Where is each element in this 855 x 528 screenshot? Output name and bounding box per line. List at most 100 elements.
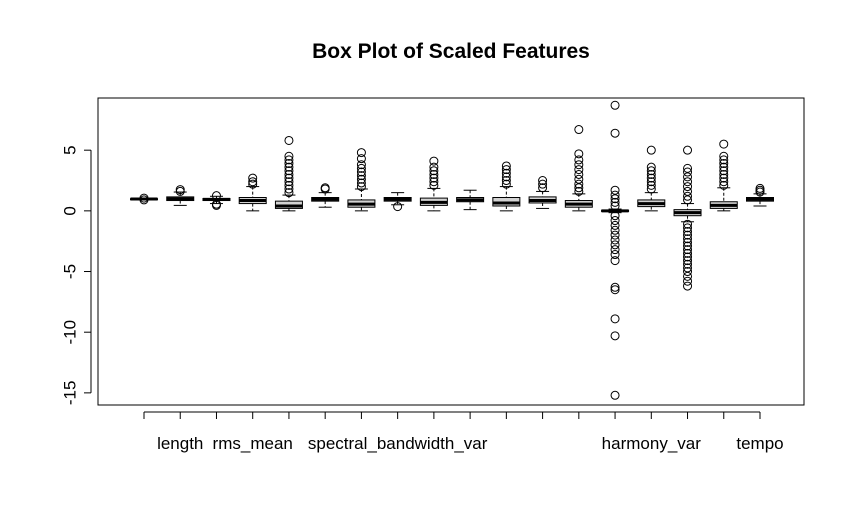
outlier-point [284,180,294,190]
outlier-point [610,128,620,138]
outlier-point [610,197,620,207]
x-tick-label: spectral_bandwidth_var [308,434,488,453]
outlier-point [429,180,439,190]
outlier-point [284,173,294,183]
box-10 [456,189,485,211]
outlier-point [683,145,693,155]
outlier-point [683,177,693,187]
y-tick-label: -5 [60,264,79,279]
chart-title: Box Plot of Scaled Features [312,40,590,63]
outlier-point [356,182,366,192]
x-tick-label: tempo [736,434,783,453]
plot-frame [97,97,805,406]
outlier-point [429,156,439,166]
outlier-point [501,161,511,171]
outlier-point [284,184,294,194]
boxes-group [130,100,774,400]
outlier-point [284,188,294,198]
outlier-point [646,145,656,155]
outlier-point [139,193,149,203]
outlier-point [719,169,729,179]
outlier-point [646,184,656,194]
box-15 [637,145,666,212]
outlier-point [646,177,656,187]
box-6 [311,183,340,208]
outlier-point [646,180,656,190]
outlier-point [429,162,439,172]
outlier-point [284,166,294,176]
box-5 [274,135,303,212]
box-14 [601,100,630,400]
outlier-point [284,159,294,169]
outlier-point [574,149,584,159]
x-tick-label: harmony_var [602,434,702,453]
outlier-point [610,390,620,400]
outlier-point [683,245,693,255]
outlier-point [610,211,620,221]
y-axis: 5 0 -5 -10 -15 [60,145,92,405]
outlier-point [719,166,729,176]
outlier-point [284,151,294,161]
box-12 [528,176,557,209]
outlier-point [646,162,656,172]
outlier-point [538,183,548,193]
outlier-point [538,176,548,186]
box-11 [492,161,521,212]
outlier-point [610,216,620,226]
x-axis: length rms_mean spectral_bandwidth_var harm… [143,411,784,453]
outlier-point [755,183,765,193]
outlier-point [683,281,693,291]
outlier-point [501,168,511,178]
outlier-point [356,148,366,158]
outlier-point [683,182,693,192]
outlier-point [284,169,294,179]
y-tick-label: -10 [60,320,79,345]
box-4 [238,173,267,212]
outlier-point [574,165,584,175]
box-16 [673,145,702,291]
outlier-point [574,160,584,170]
outlier-point [683,271,693,281]
outlier-point [538,179,548,189]
outlier-point [356,167,366,177]
outlier-point [719,139,729,149]
outlier-point [683,186,693,196]
outlier-point [719,180,729,190]
outlier-point [683,237,693,247]
outlier-point [393,202,403,212]
outlier-point [683,219,693,229]
y-tick-label: 5 [60,145,79,154]
outlier-point [356,174,366,184]
outlier-point [248,177,258,187]
outlier-point [574,186,584,196]
outlier-point [320,183,330,193]
outlier-point [719,173,729,183]
outlier-point [646,169,656,179]
outlier-point [610,250,620,260]
outlier-point [356,154,366,164]
outlier-point [284,162,294,172]
outlier-point [284,155,294,165]
box-3 [202,191,231,210]
outlier-point [646,173,656,183]
outlier-point [610,240,620,250]
outlier-point [429,177,439,187]
outlier-point [610,190,620,200]
outlier-point [574,174,584,184]
outlier-point [683,191,693,201]
outlier-point [175,185,185,195]
outlier-point [683,256,693,266]
outlier-point [610,201,620,211]
outlier-point [610,230,620,240]
outlier-point [501,165,511,175]
outlier-point [501,176,511,186]
outlier-point [683,223,693,233]
outlier-point [610,185,620,195]
outlier-point [683,163,693,173]
x-tick-label: length [157,434,203,453]
outlier-point [610,245,620,255]
outlier-point [610,225,620,235]
outlier-point [610,220,620,230]
outlier-point [719,177,729,187]
